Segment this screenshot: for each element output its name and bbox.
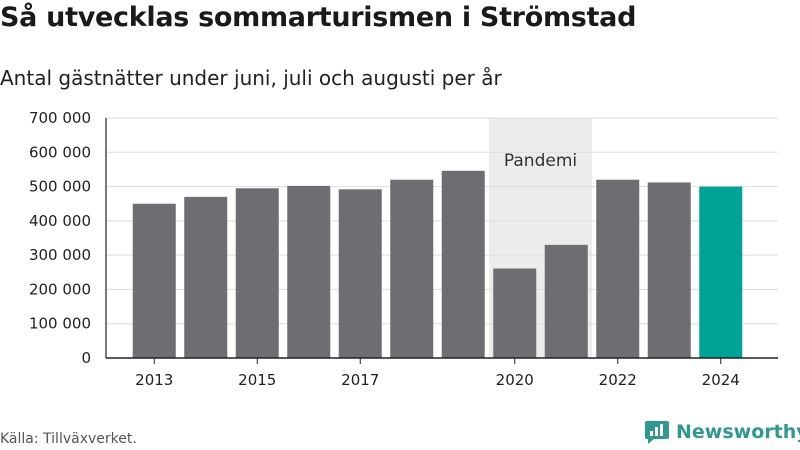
y-tick-label: 200 000: [29, 280, 91, 298]
bar-2024: [699, 186, 743, 358]
chart-subtitle: Antal gästnätter under juni, juli och au…: [0, 66, 502, 90]
x-tick-label: 2017: [341, 371, 379, 389]
y-tick-label: 500 000: [29, 178, 91, 196]
bar-2013: [132, 203, 176, 358]
bar-2023: [647, 182, 691, 358]
x-tick-label: 2020: [496, 371, 534, 389]
bar-2015: [235, 188, 279, 358]
x-tick-label: 2015: [238, 371, 276, 389]
y-tick-label: 600 000: [29, 143, 91, 161]
newsworthy-logo-icon: [645, 421, 669, 444]
bar-2020: [493, 268, 537, 358]
bar-2016: [287, 185, 331, 358]
x-tick-label: 2013: [135, 371, 173, 389]
bar-2019: [441, 170, 485, 358]
source-note: Källa: Tillväxverket.: [0, 431, 137, 447]
newsworthy-logo: Newsworthy: [644, 419, 800, 445]
y-tick-label: 100 000: [29, 315, 91, 333]
bar-2022: [596, 179, 640, 358]
brand-name: Newsworthy: [676, 421, 800, 443]
y-tick-label: 700 000: [29, 109, 91, 127]
x-tick-label: 2022: [599, 371, 637, 389]
chart-title: Så utvecklas sommarturismen i Strömstad: [0, 2, 637, 33]
bar-2017: [338, 189, 382, 358]
y-tick-label: 0: [81, 349, 91, 367]
y-tick-label: 400 000: [29, 212, 91, 230]
pandemic-label: Pandemi: [504, 151, 577, 171]
bar-2018: [390, 179, 434, 358]
bar-2021: [544, 244, 588, 358]
bar-2014: [184, 196, 228, 358]
x-tick-label: 2024: [702, 371, 740, 389]
y-tick-label: 300 000: [29, 246, 91, 264]
bar-chart: Pandemi 0 100 000 200 000 300 000 400 000 500 …: [29, 109, 778, 389]
